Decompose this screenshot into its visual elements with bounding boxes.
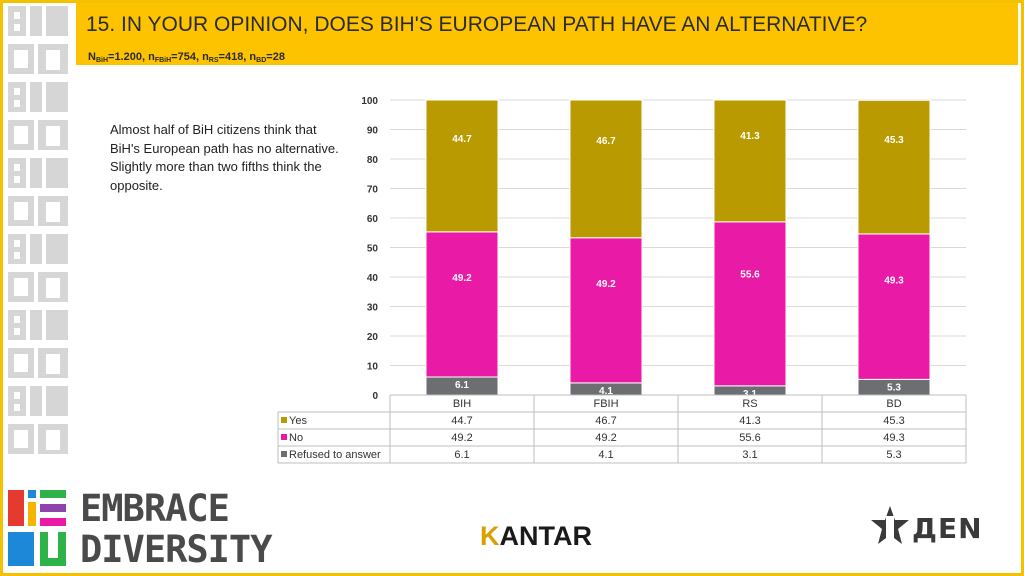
category-label: RS (742, 398, 757, 410)
data-label: 4.1 (599, 386, 613, 397)
data-label: 44.7 (452, 134, 472, 145)
data-label: 49.3 (884, 275, 904, 286)
y-tick-label: 50 (367, 244, 379, 255)
diversity-text: DIVERSITY (80, 528, 272, 571)
data-label: 5.3 (887, 382, 901, 393)
kantar-k: K (480, 521, 500, 551)
table-cell: 41.3 (739, 415, 760, 427)
y-tick-label: 30 (367, 303, 379, 314)
legend-swatch (281, 417, 287, 423)
page-title: 15. IN YOUR OPINION, DOES BIH'S EUROPEAN… (86, 13, 868, 36)
table-cell: 6.1 (454, 449, 469, 461)
y-tick-label: 90 (367, 126, 379, 137)
data-label: 49.2 (596, 279, 616, 290)
y-tick-label: 0 (372, 391, 378, 402)
bar-segment (857, 99, 931, 235)
bar-segment (713, 99, 787, 223)
legend-swatch (281, 434, 287, 440)
table-cell: 5.3 (886, 449, 901, 461)
den-logo: ДЕN (912, 512, 983, 545)
embrace-diversity-logo-text: EMBRACE DIVERSITY (80, 487, 272, 571)
embrace-text: EMBRACE (80, 487, 230, 530)
table-cell: 44.7 (451, 415, 472, 427)
kantar-rest: ANTAR (499, 521, 592, 551)
summary-note: Almost half of BiH citizens think that B… (110, 122, 339, 193)
table-cell: 46.7 (595, 415, 616, 427)
data-label: 6.1 (455, 380, 469, 391)
sample-size: NBiH=1.200, nFBiH=754, nRS=418, nBD=28 (88, 51, 285, 64)
y-tick-label: 40 (367, 273, 379, 284)
legend-swatch (281, 451, 287, 457)
table-cell: 49.3 (883, 432, 904, 444)
legend-label: Refused to answer (289, 449, 381, 461)
category-label: BD (886, 398, 901, 410)
y-tick-label: 60 (367, 214, 379, 225)
category-label: FBIH (593, 398, 618, 410)
data-label: 41.3 (740, 131, 760, 142)
title-bar: 15. IN YOUR OPINION, DOES BIH'S EUROPEAN… (76, 3, 1018, 65)
bar-segment (569, 99, 643, 239)
table-cell: 49.2 (595, 432, 616, 444)
bih-eu-pattern (8, 6, 68, 454)
kantar-logo: KANTAR (480, 521, 592, 552)
y-tick-label: 80 (367, 155, 379, 166)
bar-segment (713, 221, 787, 387)
data-label: 55.6 (740, 270, 760, 281)
y-tick-label: 70 (367, 185, 379, 196)
star-icon (871, 506, 909, 544)
bar-segment (425, 231, 499, 378)
embrace-diversity-logo-mark (8, 490, 66, 566)
table-cell: 49.2 (451, 432, 472, 444)
data-label: 45.3 (884, 135, 904, 146)
table-cell: 45.3 (883, 415, 904, 427)
table-cell: 4.1 (598, 449, 613, 461)
data-label: 49.2 (452, 273, 472, 284)
table-cell: 3.1 (742, 449, 757, 461)
table-cell: 55.6 (739, 432, 760, 444)
y-tick-label: 100 (361, 96, 378, 107)
bar-segment (857, 233, 931, 380)
data-label: 3.1 (743, 389, 757, 400)
bar-segment (425, 99, 499, 233)
data-label: 46.7 (596, 136, 616, 147)
y-tick-label: 10 (367, 362, 379, 373)
legend-label: No (289, 432, 303, 444)
bar-segment (569, 237, 643, 384)
legend-label: Yes (289, 415, 307, 427)
category-label: BIH (453, 398, 471, 410)
y-tick-label: 20 (367, 332, 379, 343)
